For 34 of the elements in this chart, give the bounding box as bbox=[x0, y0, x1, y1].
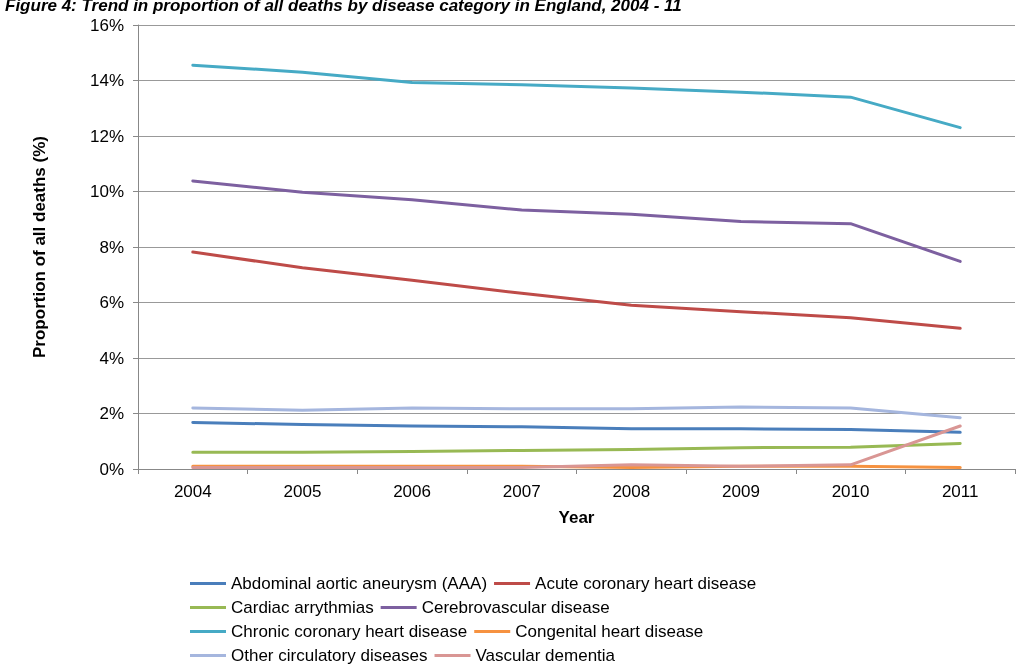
y-axis-title: Proportion of all deaths (%) bbox=[30, 136, 49, 358]
legend-label: Cerebrovascular disease bbox=[421, 598, 610, 617]
y-tick-label: 4% bbox=[99, 348, 124, 368]
legend-label: Acute coronary heart disease bbox=[535, 574, 757, 593]
x-tick-label: 2006 bbox=[393, 482, 431, 501]
y-tick-label: 16% bbox=[89, 15, 124, 35]
line-series bbox=[191, 179, 962, 263]
legend-label: Chronic coronary heart disease bbox=[231, 622, 468, 641]
x-tick-label: 2004 bbox=[173, 482, 212, 501]
y-tick-label: 2% bbox=[99, 404, 124, 423]
x-tick-label: 2005 bbox=[283, 482, 322, 501]
x-tick-label: 2009 bbox=[722, 482, 760, 501]
legend-label: Congenital heart disease bbox=[515, 622, 704, 641]
x-tick-label: 2010 bbox=[831, 482, 870, 501]
legend-label: Abdominal aortic aneurysm (AAA) bbox=[231, 574, 488, 593]
y-tick-label: 0% bbox=[99, 459, 124, 479]
line-series bbox=[191, 441, 962, 454]
y-tick-label: 6% bbox=[99, 293, 124, 312]
legend-label: Cardiac arrythmias bbox=[231, 598, 374, 617]
y-tick-label: 12% bbox=[89, 126, 124, 146]
line-series bbox=[191, 63, 962, 130]
y-tick-label: 8% bbox=[99, 237, 124, 257]
x-axis-title: Year bbox=[558, 508, 595, 527]
y-tick-label: 10% bbox=[89, 182, 124, 201]
line-series bbox=[191, 405, 962, 420]
line-series bbox=[191, 424, 962, 470]
x-tick-label: 2007 bbox=[502, 482, 541, 501]
legend-label: Other circulatory diseases bbox=[231, 646, 428, 665]
line-series bbox=[191, 420, 962, 434]
x-tick-label: 2011 bbox=[941, 482, 979, 501]
line-series bbox=[191, 250, 962, 330]
y-tick-label: 14% bbox=[89, 71, 124, 90]
x-tick-label: 2008 bbox=[612, 482, 651, 501]
legend-label: Vascular dementia bbox=[475, 646, 616, 665]
